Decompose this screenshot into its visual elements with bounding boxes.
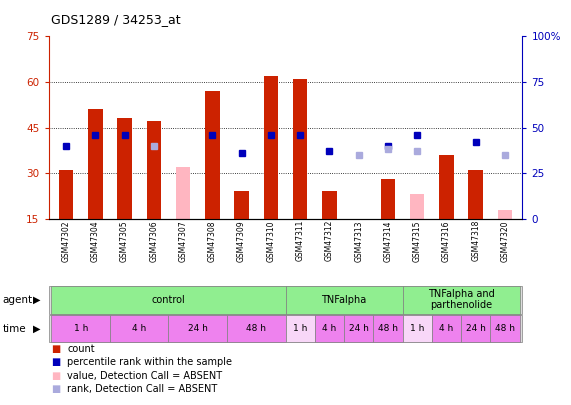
Bar (293, 79, 307, 219)
Text: percentile rank within the sample: percentile rank within the sample (67, 358, 232, 367)
Text: time: time (3, 324, 26, 334)
Text: TNFalpha and
parthenolide: TNFalpha and parthenolide (428, 289, 494, 311)
Text: 1 h: 1 h (74, 324, 88, 333)
Text: 48 h: 48 h (378, 324, 398, 333)
Text: 1 h: 1 h (293, 324, 307, 333)
Bar (205, 91, 220, 219)
Text: 24 h: 24 h (349, 324, 368, 333)
Text: value, Detection Call = ABSENT: value, Detection Call = ABSENT (67, 371, 223, 381)
Text: 48 h: 48 h (246, 324, 266, 333)
Text: GDS1289 / 34253_at: GDS1289 / 34253_at (51, 13, 181, 26)
Bar (264, 76, 278, 219)
Text: 4 h: 4 h (439, 324, 453, 333)
Text: agent: agent (3, 295, 33, 305)
Text: ■: ■ (51, 384, 61, 394)
Text: control: control (152, 295, 186, 305)
Text: 1 h: 1 h (410, 324, 424, 333)
Text: rank, Detection Call = ABSENT: rank, Detection Call = ABSENT (67, 384, 218, 394)
Text: ■: ■ (51, 358, 61, 367)
Text: ■: ■ (51, 344, 61, 354)
Bar (439, 155, 454, 219)
Text: TNFalpha: TNFalpha (321, 295, 367, 305)
Text: ■: ■ (51, 371, 61, 381)
Text: 4 h: 4 h (132, 324, 146, 333)
Bar (381, 179, 395, 219)
Bar (59, 170, 74, 219)
Text: 4 h: 4 h (322, 324, 336, 333)
Text: 48 h: 48 h (495, 324, 515, 333)
Bar (88, 109, 103, 219)
Bar (322, 191, 337, 219)
Text: ▶: ▶ (33, 324, 41, 334)
Text: ▶: ▶ (33, 295, 41, 305)
Bar (497, 210, 512, 219)
Bar (234, 191, 249, 219)
Bar (351, 219, 366, 225)
Text: count: count (67, 344, 95, 354)
Text: 24 h: 24 h (188, 324, 208, 333)
Bar (117, 118, 132, 219)
Text: 24 h: 24 h (466, 324, 485, 333)
Bar (468, 170, 483, 219)
Bar (176, 167, 190, 219)
Bar (410, 194, 424, 219)
Bar (147, 122, 161, 219)
